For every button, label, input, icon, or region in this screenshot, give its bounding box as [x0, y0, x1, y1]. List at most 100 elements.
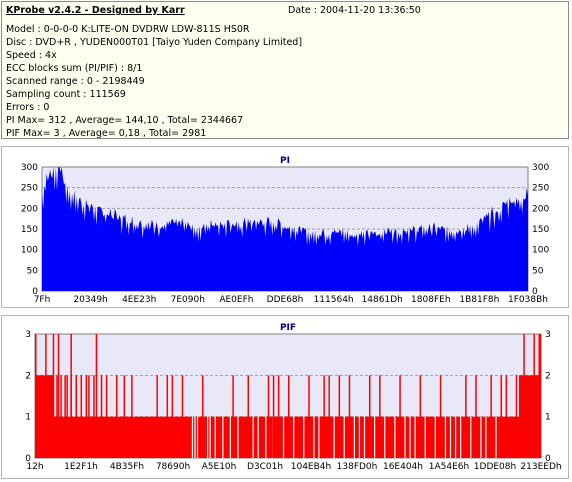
pif-bar	[105, 375, 108, 458]
pif-bar	[288, 375, 290, 458]
pif-gap	[333, 416, 335, 458]
pif-gap	[358, 416, 361, 458]
y-tick-label-left: 150	[21, 225, 38, 235]
y-tick-label-right: 1	[545, 413, 551, 423]
pif-bar	[88, 375, 90, 458]
pif-gap	[196, 416, 199, 458]
x-tick-label: 1F038Bh	[508, 295, 548, 305]
pif-bar	[93, 375, 95, 458]
pif-bar	[338, 375, 341, 458]
x-tick-label: 104EB4h	[291, 462, 331, 472]
pif-bar	[465, 375, 467, 458]
pif-bar	[277, 375, 280, 458]
pif-gap	[257, 416, 259, 458]
pif-bar	[171, 375, 174, 458]
pif-gap	[343, 416, 345, 458]
y-tick-label-left: 0	[32, 287, 38, 297]
x-tick-label: 14861Dh	[362, 295, 403, 305]
y-tick-label-left: 50	[27, 266, 39, 276]
y-tick-label-left: 3	[25, 330, 31, 340]
x-tick-label: 213EEDh	[520, 462, 561, 472]
pif-gap	[214, 416, 216, 458]
y-tick-label-left: 2	[25, 371, 31, 381]
pif-gap	[353, 416, 355, 458]
pif-gap	[414, 416, 416, 458]
y-tick-label-right: 0	[545, 454, 551, 464]
chart-title: PIF	[280, 323, 296, 333]
y-tick-label-left: 300	[21, 163, 38, 173]
pif-gap	[470, 416, 472, 458]
x-tick-label: 7E090h	[171, 295, 205, 305]
y-tick-label-right: 200	[532, 204, 549, 214]
pif-bar	[475, 375, 477, 458]
pif-gap	[460, 416, 462, 458]
pif-gap	[293, 416, 295, 458]
x-tick-label: 1B81F8h	[459, 295, 499, 305]
pif-bar	[80, 375, 83, 458]
x-tick-label: 111564h	[314, 295, 354, 305]
x-tick-label: A5E10h	[202, 462, 237, 472]
pif-bar	[131, 375, 133, 458]
x-tick-label: 1808FEh	[411, 295, 450, 305]
pif-bar	[515, 375, 518, 458]
model-line: Model : 0-0-0-0 K:LITE-ON DVDRW LDW-811S…	[6, 24, 250, 35]
pif-gap	[207, 416, 209, 458]
pif-bar	[368, 375, 371, 458]
pif-bar	[323, 375, 325, 458]
pif-bar	[267, 375, 270, 458]
pif-bar	[181, 375, 184, 458]
pif-bar	[519, 375, 541, 458]
y-tick-label-right: 100	[532, 246, 549, 256]
pif-bar	[100, 375, 103, 458]
pif-bar	[75, 375, 77, 458]
x-tick-label: 16E404h	[383, 462, 423, 472]
y-tick-label-left: 250	[21, 184, 38, 194]
pif-bar	[166, 375, 169, 458]
pif-bar	[70, 334, 72, 458]
y-tick-label-left: 0	[25, 454, 31, 464]
pif-gap	[265, 416, 267, 458]
pi-series-area	[42, 167, 528, 291]
pif-bar	[348, 375, 351, 458]
pif-gap	[303, 416, 305, 458]
x-tick-label: 4EE23h	[122, 295, 156, 305]
pif-bar	[115, 375, 118, 458]
app-title: KProbe v2.4.2 - Designed by Karr	[6, 5, 185, 16]
pif-gap	[384, 416, 386, 458]
pif-bar	[85, 375, 88, 458]
pif-bar	[156, 375, 158, 458]
chart-title: PI	[280, 156, 290, 166]
pif-gap	[394, 416, 396, 458]
pif-gap	[404, 416, 406, 458]
pif-bar	[52, 334, 55, 458]
pif-gap	[495, 416, 497, 458]
pif-bar	[60, 375, 62, 458]
x-tick-label: 7Fh	[34, 295, 51, 305]
pif-bar	[95, 334, 98, 458]
speed-line: Speed : 4x	[6, 50, 57, 61]
pif-gap	[313, 416, 315, 458]
pif-bar	[35, 375, 53, 458]
pif-gap	[282, 416, 285, 458]
info-panel: KProbe v2.4.2 - Designed by Karr Date : …	[1, 1, 569, 139]
pif-gap	[237, 416, 239, 458]
x-tick-label: 1E2F1h	[64, 462, 98, 472]
x-tick-label: 1A54E6h	[429, 462, 469, 472]
pif-chart-panel: PIF 0 0 1 1 2 2 3 3 12h 1E2F1h 4B35Fh 78690h A5E10h D3…	[1, 315, 569, 479]
y-tick-label-right: 150	[532, 225, 549, 235]
pif-bar	[232, 375, 234, 458]
disc-line: Disc : DVD+R , YUDEN000T01 [Taiyo Yuden …	[6, 37, 303, 48]
pif-gap	[209, 416, 211, 458]
pif-gap	[363, 416, 366, 458]
scanned-range-line: Scanned range : 0 - 2198449	[6, 76, 145, 87]
pif-bar	[379, 375, 381, 458]
ecc-line: ECC blocks sum (PI/PIF) : 8/1	[6, 63, 143, 74]
x-tick-label: AE0EFh	[219, 295, 253, 305]
pif-bar	[272, 375, 275, 458]
pi-chart: PI 0 0 50 50 100 100 150 150 200 200 250 250 300 300 7F…	[21, 156, 550, 305]
x-tick-label: 78690h	[156, 462, 190, 472]
pif-bar	[328, 375, 330, 458]
pif-gap	[444, 416, 447, 458]
pif-stats-line: PIF Max= 3 , Average= 0,18 , Total= 2981	[6, 128, 207, 139]
y-tick-label-right: 0	[532, 287, 538, 297]
